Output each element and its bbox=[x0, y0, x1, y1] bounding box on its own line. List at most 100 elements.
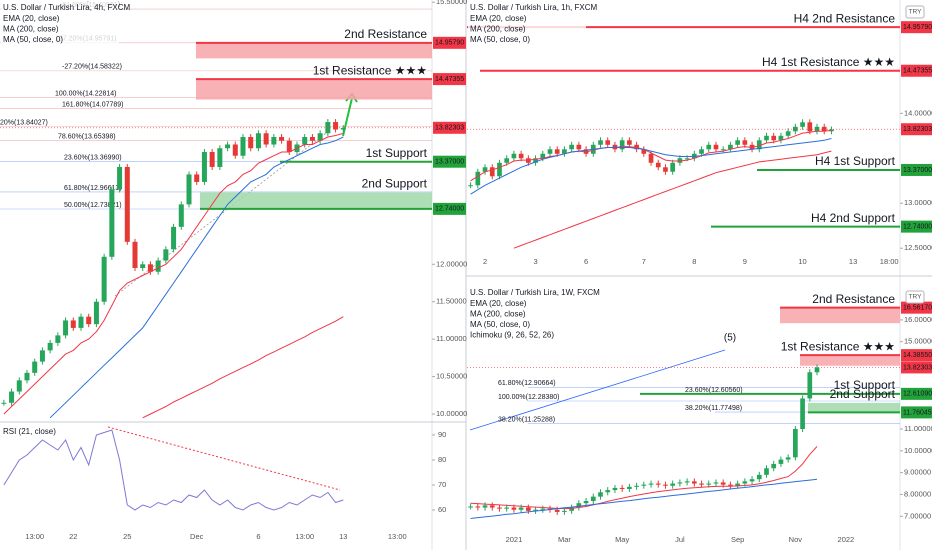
currency-box bbox=[905, 5, 925, 19]
y-tick-label: 12.00000 bbox=[436, 259, 467, 268]
y-tick-label: 14.00000 bbox=[904, 108, 932, 117]
candle bbox=[497, 507, 502, 509]
candle bbox=[132, 241, 138, 269]
candle bbox=[829, 129, 834, 132]
candle bbox=[39, 350, 45, 362]
x-tick-label: 22 bbox=[69, 532, 77, 541]
x-tick-label: 10 bbox=[798, 257, 806, 266]
candle bbox=[201, 151, 207, 182]
price-box-label: 14.47355 bbox=[435, 76, 464, 83]
price-box-label: 11.76045 bbox=[903, 409, 932, 416]
candle bbox=[655, 162, 661, 168]
candle bbox=[489, 505, 495, 508]
candle bbox=[317, 133, 323, 141]
rsi-tick-label: 80 bbox=[438, 455, 446, 464]
x-tick-label: Dec bbox=[190, 532, 204, 541]
candle bbox=[147, 264, 153, 272]
candle bbox=[482, 505, 488, 508]
candle bbox=[155, 260, 161, 272]
candle bbox=[225, 144, 231, 149]
candle bbox=[504, 158, 510, 163]
candle bbox=[764, 135, 769, 141]
x-tick-label: 25 bbox=[123, 532, 131, 541]
rsi-trendline bbox=[107, 426, 341, 491]
candle bbox=[511, 507, 517, 510]
fib-label: 38.20%(11.25288) bbox=[498, 416, 555, 423]
y-tick-label: 10.00000 bbox=[436, 409, 467, 418]
level-zone bbox=[800, 355, 900, 366]
x-tick-label: 13:00 bbox=[295, 532, 314, 541]
candle bbox=[32, 361, 38, 373]
candle bbox=[785, 457, 791, 460]
candle bbox=[117, 166, 123, 190]
chart-title: U.S. Dollar / Turkish Lira, 1h, FXCM bbox=[470, 3, 597, 12]
fib-label: 61.80%(12.90664) bbox=[498, 380, 556, 387]
rsi-tick-label: 60 bbox=[438, 505, 446, 514]
currency-box bbox=[905, 290, 925, 304]
moving-average bbox=[3, 132, 344, 415]
candle bbox=[756, 140, 762, 150]
candle bbox=[163, 249, 169, 261]
x-tick-label: Jul bbox=[675, 535, 685, 544]
price-box bbox=[901, 349, 932, 362]
candle bbox=[109, 189, 115, 257]
candle bbox=[713, 482, 719, 484]
candle bbox=[78, 316, 84, 328]
candle bbox=[140, 264, 146, 269]
candle bbox=[720, 482, 726, 485]
moving-average bbox=[513, 150, 832, 249]
level-label: 1st Support bbox=[366, 146, 428, 160]
moving-average bbox=[470, 138, 832, 195]
x-tick-label: 7 bbox=[642, 257, 646, 266]
level-zone bbox=[196, 42, 432, 59]
candle bbox=[24, 372, 30, 381]
last-price-label: 13.82303 bbox=[435, 125, 464, 132]
rsi-title: RSI (21, close) bbox=[3, 427, 56, 436]
price-box bbox=[901, 220, 932, 233]
candle bbox=[764, 468, 769, 475]
price-box bbox=[901, 387, 932, 400]
candle bbox=[240, 137, 246, 156]
moving-average bbox=[49, 136, 344, 419]
x-tick-label: 2022 bbox=[838, 535, 855, 544]
candle bbox=[286, 140, 292, 152]
candle bbox=[670, 483, 676, 486]
level-label: H4 2nd Resistance bbox=[794, 11, 896, 25]
x-tick-label: 3 bbox=[533, 257, 537, 266]
level-label: H4 1st Resistance ★★★ bbox=[762, 55, 895, 69]
legend-entry: EMA (20, close) bbox=[3, 14, 60, 23]
fib-label: 50.00%(12.73821) bbox=[64, 202, 122, 209]
candle bbox=[778, 459, 784, 464]
candle bbox=[641, 484, 647, 486]
candle bbox=[533, 509, 538, 511]
candle bbox=[309, 137, 315, 141]
candle bbox=[569, 144, 574, 150]
candle bbox=[482, 167, 488, 172]
candle bbox=[598, 492, 603, 497]
y-tick-label: 11.50000 bbox=[436, 297, 467, 306]
price-box-label: 14.95790 bbox=[903, 24, 932, 31]
candle bbox=[735, 483, 740, 486]
candle bbox=[16, 380, 22, 392]
x-tick-label: 13:00 bbox=[25, 532, 44, 541]
candle bbox=[475, 506, 481, 508]
candle bbox=[576, 144, 582, 150]
y-tick-label: 15.50000 bbox=[436, 0, 467, 6]
y-tick-label: 11.00000 bbox=[904, 424, 932, 433]
candle bbox=[663, 167, 668, 172]
fib-label: 100.00%(12.28380) bbox=[498, 394, 560, 401]
y-tick-label: 10.00000 bbox=[904, 446, 932, 455]
candle bbox=[186, 174, 192, 205]
candle bbox=[518, 507, 524, 510]
candle bbox=[255, 133, 261, 149]
rsi-tick-label: 70 bbox=[438, 480, 446, 489]
candle bbox=[583, 501, 589, 504]
x-tick-label: 9 bbox=[743, 257, 747, 266]
candle bbox=[663, 484, 668, 486]
candle bbox=[511, 153, 517, 159]
candle bbox=[605, 140, 611, 145]
candle bbox=[271, 137, 277, 145]
candle bbox=[569, 507, 574, 511]
price-box bbox=[433, 36, 466, 49]
level-label: 1st Resistance ★★★ bbox=[313, 63, 427, 77]
